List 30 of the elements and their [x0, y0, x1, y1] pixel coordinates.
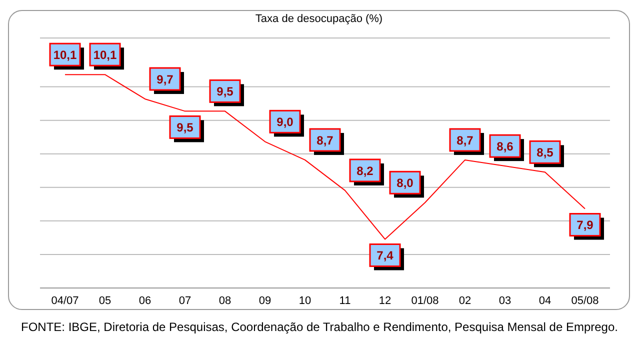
data-label: 8,0: [396, 176, 414, 190]
data-label: 7,9: [576, 218, 594, 232]
data-label: 9,7: [156, 72, 174, 86]
data-label: 8,5: [536, 146, 554, 160]
x-tick-label: 04/07: [51, 294, 79, 307]
chart-title: Taxa de desocupação (%): [254, 13, 384, 25]
x-tick-label: 10: [298, 294, 312, 307]
x-tick-label: 09: [258, 294, 272, 307]
data-label: 8,7: [316, 133, 334, 148]
x-tick-label: 01/08: [411, 294, 439, 307]
data-label: 10,1: [93, 48, 117, 62]
data-label: 9,0: [276, 115, 294, 130]
x-tick-label: 02: [458, 294, 472, 307]
data-label: 10,1: [53, 48, 77, 62]
x-tick-label: 11: [339, 294, 351, 307]
source-note: FONTE: IBGE, Diretoria de Pesquisas, Coordenação de Trabalho e Rendimento, Pesquisa Mensal de Emprego.: [20, 320, 619, 334]
data-label: 9,5: [216, 84, 234, 99]
x-tick-label: 03: [498, 294, 512, 307]
x-tick-label: 05: [98, 294, 112, 307]
x-tick-label: 04: [538, 294, 552, 307]
data-label: 8,7: [456, 133, 474, 148]
x-tick-label: 07: [178, 294, 192, 307]
data-label: 8,2: [356, 164, 374, 178]
data-label: 9,5: [176, 120, 194, 135]
x-tick-label: 05/08: [571, 294, 599, 307]
x-tick-label: 12: [378, 294, 392, 307]
x-tick-label: 08: [218, 294, 232, 307]
x-tick-label: 06: [138, 294, 152, 307]
data-label: 7,4: [376, 248, 394, 263]
data-label: 8,6: [496, 140, 514, 154]
